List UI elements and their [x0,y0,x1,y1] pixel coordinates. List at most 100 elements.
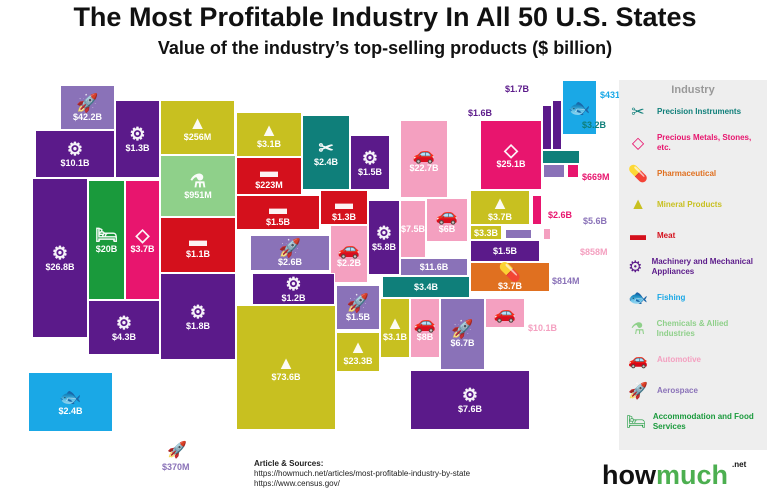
state-or: ⚙ $10.1B [35,130,115,178]
diamond-icon: ◇ [504,140,518,160]
car-icon: 🚗 [413,313,437,333]
state-me: 🐟 [562,80,597,135]
legend-item-automotive: 🚗 Automotive [619,344,767,375]
steak-icon: ▬ [260,161,278,181]
state-value: $1.2B [281,293,306,303]
state-value: $8B [416,332,434,342]
state-value: $22.7B [409,163,439,173]
gear-icon: ⚙ [361,147,379,168]
state-wy: ⚗ $951M [160,155,236,217]
sources-heading: Article & Sources: [254,459,324,468]
surgical-tools-icon: ✂ [631,103,645,121]
legend-label: Meat [657,230,676,240]
state-value: $1.5B [357,166,383,177]
legend-item-machinery: ⚙ Machinery and Mechanical Appliances [619,251,767,282]
state-az: ⚙ $4.3B [88,300,160,355]
state-value: $1.3B [125,143,150,153]
state-ak: 🐟 $2.4B [28,372,113,432]
legend-label: Precious Metals, Stones, etc. [656,132,752,152]
rocket-icon: 🚀 [451,319,474,339]
state-ar: 🚀 $1.5B [336,285,380,330]
car-icon: 🚗 [435,205,459,225]
steak-icon: ▬ [335,192,353,213]
state-al: 🚗 $8B [410,298,440,358]
state-value: $256M [183,131,212,142]
state-value: $2.6B [548,210,573,220]
state-nm: ⚙ $1.8B [160,273,236,360]
legend-items: ✂ Precision Instruments ◇ Precious Metals, … [619,96,767,437]
page-subtitle: Value of the industry’s top-selling prod… [157,38,613,58]
logo-part: much [656,460,729,490]
state-il: ⚙ $5.8B [368,200,400,275]
state-hi: 🚀 [162,440,192,460]
gear-icon: ⚙ [189,301,207,322]
mineral-pile-icon: ▲ [386,313,404,333]
legend-item-meat: ▬ Meat [619,220,767,251]
legend-label: Mineral Products [657,199,722,209]
state-value: $1.5B [345,311,371,322]
pill-icon: 💊 [628,165,648,183]
state-value: $73.6B [271,371,301,382]
steak-icon: ▬ [630,226,646,244]
mineral-pile-icon: ▲ [260,119,278,140]
legend-label: Aerospace [657,385,698,395]
state-nc: 💊 $3.7B [470,262,550,292]
source-link[interactable]: https://www.census.gov/ [254,479,340,488]
state-value: $7.6B [457,404,483,414]
state-value: $6B [438,224,456,234]
gear-icon: ⚙ [375,222,393,243]
state-value: $10.1B [528,323,558,333]
state-value: $951M [184,190,212,200]
howmuch-logo: howmuch .net [602,460,746,491]
state-value: $669M [582,172,610,182]
state-value: $7.5B [400,224,426,234]
state-wa: 🚀 $42.2B [60,85,115,130]
state-ia: ▬ $1.3B [320,190,368,225]
legend-label: Machinery and Mechanical Appliances [651,256,753,276]
state-id: ⚙ $1.3B [115,100,160,178]
mineral-pile-icon: ▲ [491,192,509,213]
state-value: $2.4B [313,156,339,167]
mineral-pile-icon: ▲ [630,195,646,213]
state-value: $10.1B [60,158,90,168]
state-md [505,229,532,239]
state-value: $26.8B [45,262,75,272]
gear-icon: ⚙ [628,258,643,276]
car-icon: 🚗 [337,239,361,259]
bed-icon: 🛏 [625,413,647,431]
legend-item-pharma: 💊 Pharmaceutical [619,158,767,189]
state-sd: ▬ $223M [236,157,302,195]
legend-label: Automotive [657,354,701,364]
gear-icon: ⚙ [66,139,84,159]
legend-label: Pharmaceutical [657,168,717,178]
state-ok: ⚙ $1.2B [252,273,335,305]
state-value: $3.7B [497,281,523,291]
gear-icon: ⚙ [115,312,133,333]
state-value: $3.1B [382,332,408,342]
state-wv: $3.3B [470,225,502,240]
state-pa: ▲ $3.7B [470,190,530,225]
state-value: $431M [600,90,628,100]
state-value: $3.2B [582,120,607,130]
state-value: $5.8B [371,241,397,252]
state-de [543,228,551,240]
state-in: $7.5B [400,200,426,258]
fish-icon: 🐟 [59,387,82,407]
state-ut: ◇ $3.7B [125,180,160,300]
page-title: The Most Profitable Industry In All 50 U… [73,2,697,32]
legend-item-precious: ◇ Precious Metals, Stones, etc. [619,127,767,158]
state-nv: 🛏 $20B [88,180,125,300]
state-value: $1.5B [265,216,291,227]
legend: Industry ✂ Precision Instruments ◇ Precious… [619,80,767,450]
state-nh [552,100,562,150]
state-ms: ▲ $3.1B [380,298,410,358]
source-link[interactable]: https://howmuch.net/articles/most-profit… [254,469,471,478]
state-value: $6.7B [450,338,475,348]
legend-item-fishing: 🐟 Fishing [619,282,767,313]
state-ri [567,164,579,178]
car-icon: 🚗 [493,303,517,323]
rocket-icon: 🚀 [278,238,302,258]
legend-label: Precision Instruments [657,106,742,116]
state-tx: ▲ $73.6B [236,305,336,430]
state-value: $3.4B [413,282,439,292]
